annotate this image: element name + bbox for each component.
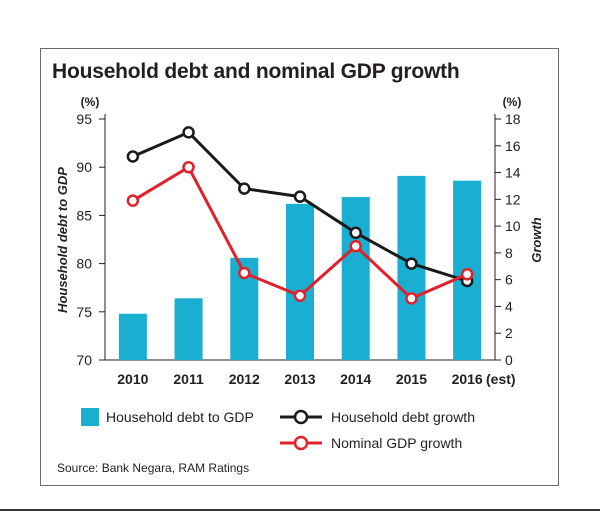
left-axis-title: Household debt to GDP (55, 167, 70, 313)
source-note: Source: Bank Negara, RAM Ratings (57, 461, 250, 475)
legend-marker (293, 435, 309, 451)
left-tick-label: 80 (76, 256, 92, 272)
left-tick-label: 85 (76, 207, 92, 223)
chart-title: Household debt and nominal GDP growth (52, 60, 460, 83)
household-debt-growth-point (349, 226, 362, 240)
legend-swatch-bar (81, 408, 99, 426)
left-tick-label: 70 (76, 352, 92, 368)
x-tick-label: 2014 (340, 371, 371, 387)
x-tick-label: 2012 (229, 371, 260, 387)
x-tick-label: 2015 (396, 371, 427, 387)
bar (174, 298, 203, 360)
bottom-rule (0, 509, 600, 511)
household-debt-growth-point (405, 257, 418, 270)
legend-label: Nominal GDP growth (331, 435, 462, 451)
right-axis-title: Growth (529, 217, 544, 263)
right-tick-label: 16 (505, 138, 521, 154)
left-tick-label: 90 (76, 159, 92, 175)
right-tick-label: 12 (505, 191, 521, 207)
x-tick-label: 2016 (452, 371, 483, 387)
bar (286, 203, 314, 360)
right-tick-label: 6 (505, 272, 513, 288)
right-tick-label: 14 (505, 165, 521, 181)
nominal-gdp-growth-point (182, 160, 195, 174)
right-tick-label: 18 (505, 111, 521, 127)
nominal-gdp-growth-point (238, 266, 251, 280)
bar (118, 313, 147, 360)
right-tick-label: 4 (505, 298, 513, 314)
legend-label: Household debt to GDP (106, 409, 254, 425)
right-axis-unit: (%) (503, 95, 522, 109)
nominal-gdp-growth-point (405, 292, 418, 305)
household-debt-growth-point (126, 150, 140, 163)
bar (341, 197, 370, 360)
left-tick-label: 95 (76, 111, 92, 127)
right-tick-label: 2 (505, 325, 513, 341)
nominal-gdp-growth-point (349, 239, 362, 253)
right-tick-label: 10 (505, 218, 521, 234)
nominal-gdp-growth-point (126, 194, 140, 207)
right-tick-label: 8 (505, 245, 513, 261)
nominal-gdp-growth-point (293, 289, 307, 302)
x-axis-suffix: (est) (486, 371, 516, 387)
x-tick-label: 2013 (284, 371, 315, 387)
left-tick-label: 75 (76, 304, 92, 320)
left-axis-unit: (%) (81, 95, 100, 109)
x-tick-label: 2011 (173, 371, 204, 387)
household-debt-growth-point (182, 126, 195, 139)
x-tick-label: 2010 (117, 371, 148, 387)
nominal-gdp-growth-point (460, 268, 474, 281)
legend-marker (293, 409, 309, 425)
household-debt-growth-point (293, 190, 307, 203)
legend-label: Household debt growth (331, 409, 475, 425)
right-tick-label: 0 (505, 352, 513, 368)
household-debt-growth-point (238, 182, 251, 195)
